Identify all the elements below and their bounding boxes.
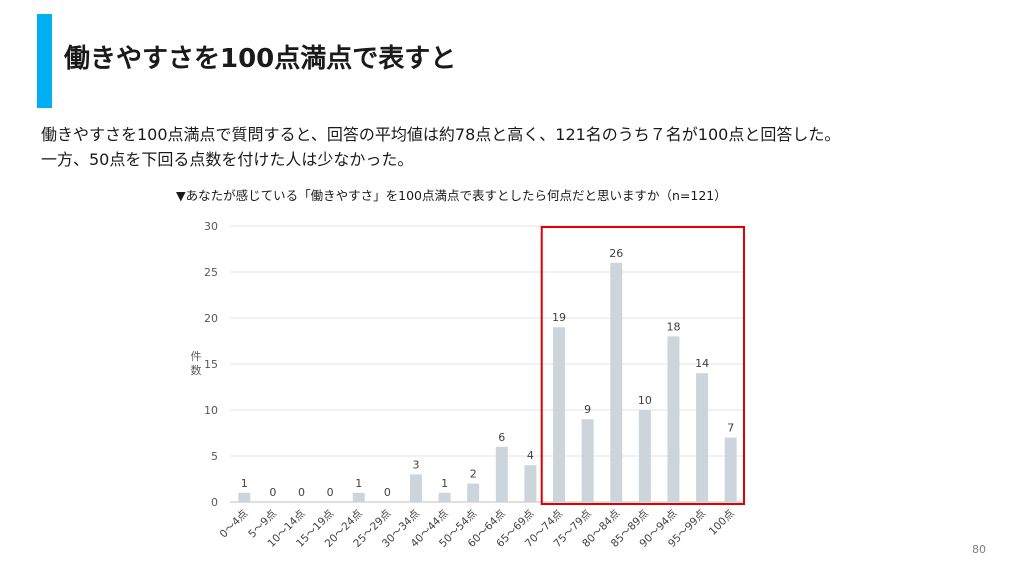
bar — [238, 492, 251, 502]
y-axis-label: 件数 — [191, 350, 202, 377]
data-label: 3 — [412, 458, 419, 471]
y-tick-label: 10 — [204, 404, 218, 417]
bar — [495, 446, 508, 502]
bar — [610, 262, 623, 502]
data-label: 14 — [695, 357, 709, 370]
y-tick-label: 5 — [211, 450, 218, 463]
y-axis-label-char: 件 — [191, 350, 202, 363]
page-number: 80 — [972, 543, 986, 556]
data-label: 0 — [327, 486, 334, 499]
bar — [352, 492, 365, 502]
data-label: 1 — [441, 477, 448, 490]
data-label: 2 — [470, 468, 477, 481]
bar — [467, 483, 480, 502]
data-label: 0 — [384, 486, 391, 499]
bar — [553, 327, 566, 502]
summary-line-2: 一方、50点を下回る点数を付けた人は少なかった。 — [41, 150, 414, 169]
data-label: 18 — [666, 320, 680, 333]
data-label: 26 — [609, 247, 623, 260]
data-label: 9 — [584, 403, 591, 416]
bar — [667, 336, 680, 502]
bar — [724, 437, 737, 502]
bar — [696, 373, 709, 502]
data-label: 1 — [355, 477, 362, 490]
data-label: 0 — [269, 486, 276, 499]
y-tick-label: 20 — [204, 312, 218, 325]
data-label: 19 — [552, 311, 566, 324]
y-tick-label: 25 — [204, 266, 218, 279]
survey-question: ▼あなたが感じている「働きやすさ」を100点満点で表すとしたら何点だと思いますか… — [176, 188, 727, 203]
data-label: 6 — [498, 431, 505, 444]
data-label: 1 — [241, 477, 248, 490]
data-label: 10 — [638, 394, 652, 407]
y-tick-label: 30 — [204, 220, 218, 233]
x-tick-label: 100点 — [707, 508, 737, 538]
title-accent-bar — [37, 14, 52, 108]
y-tick-label: 15 — [204, 358, 218, 371]
bar — [438, 492, 451, 502]
bar — [524, 465, 537, 502]
summary-text: 働きやすさを100点満点で質問すると、回答の平均値は約78点と高く、121名のう… — [41, 122, 1001, 172]
bar — [581, 419, 594, 502]
data-label: 7 — [727, 422, 734, 435]
y-tick-label: 0 — [211, 496, 218, 509]
highlight-box — [540, 226, 745, 505]
summary-line-1: 働きやすさを100点満点で質問すると、回答の平均値は約78点と高く、121名のう… — [41, 125, 841, 144]
data-label: 4 — [527, 449, 534, 462]
y-axis-label-char: 数 — [191, 364, 202, 377]
data-label: 0 — [298, 486, 305, 499]
x-tick-label: 0～4点 — [218, 508, 251, 541]
bar — [409, 474, 422, 502]
slide-title: 働きやすさを100点満点で表すと — [64, 44, 457, 74]
bar — [638, 410, 651, 502]
